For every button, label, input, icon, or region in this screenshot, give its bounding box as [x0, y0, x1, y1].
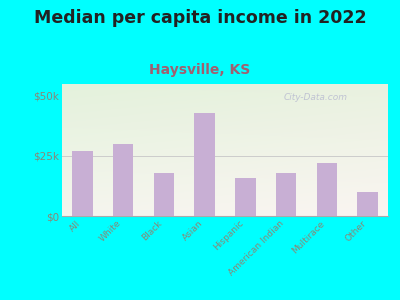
Text: Median per capita income in 2022: Median per capita income in 2022 [34, 9, 366, 27]
Bar [276, 173, 296, 216]
Text: City-Data.com: City-Data.com [284, 93, 348, 102]
Bar [113, 144, 133, 216]
Bar [235, 178, 256, 216]
Bar [194, 113, 215, 216]
Bar [154, 173, 174, 216]
Bar [358, 192, 378, 216]
Bar [72, 151, 92, 216]
Bar [317, 163, 337, 216]
Text: Haysville, KS: Haysville, KS [149, 63, 251, 77]
